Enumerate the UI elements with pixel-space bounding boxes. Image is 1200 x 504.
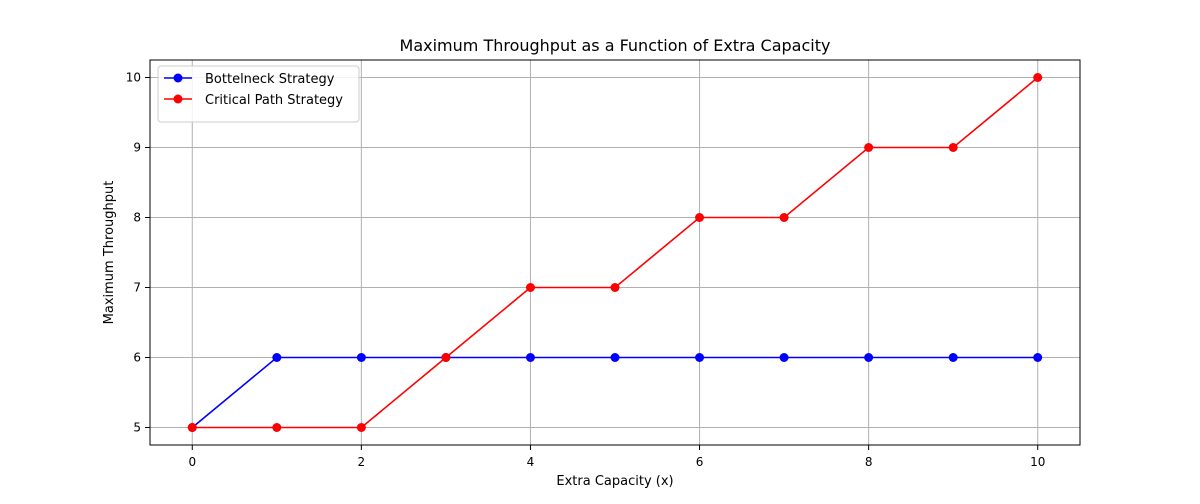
y-axis-label: Maximum Throughput xyxy=(102,181,117,325)
x-tick-label: 10 xyxy=(1030,455,1045,469)
x-tick-label: 2 xyxy=(358,455,366,469)
y-tick-label: 6 xyxy=(133,351,141,365)
legend-label: Critical Path Strategy xyxy=(205,93,343,108)
legend-marker xyxy=(173,94,183,104)
data-point xyxy=(610,283,620,292)
y-tick-label: 7 xyxy=(133,281,141,295)
series-line xyxy=(192,76,1039,429)
x-axis-label: Extra Capacity (x) xyxy=(556,474,673,489)
y-tick-label: 5 xyxy=(133,421,141,435)
data-point xyxy=(948,353,958,362)
data-point xyxy=(1033,73,1043,82)
series-group xyxy=(187,73,1043,432)
data-point xyxy=(695,213,705,222)
legend: Bottelneck Strategy Critical Path Strateg… xyxy=(157,65,360,123)
y-tick-label: 9 xyxy=(133,141,141,155)
legend-label: Bottelneck Strategy xyxy=(205,72,335,87)
data-point xyxy=(356,353,366,362)
data-point xyxy=(356,423,366,432)
data-point xyxy=(272,423,282,432)
series-group xyxy=(187,353,1043,432)
plot-series xyxy=(187,73,1043,432)
data-point xyxy=(525,283,535,292)
data-point xyxy=(779,213,789,222)
x-tick-label: 4 xyxy=(527,455,535,469)
data-point xyxy=(695,353,705,362)
data-point xyxy=(610,353,620,362)
data-point xyxy=(441,353,451,362)
data-point xyxy=(187,423,197,432)
data-point xyxy=(864,143,874,152)
data-point xyxy=(948,143,958,152)
x-tick-label: 0 xyxy=(188,455,196,469)
x-tick-label: 6 xyxy=(696,455,704,469)
chart-title: Maximum Throughput as a Function of Extr… xyxy=(400,36,831,55)
y-tick-label: 8 xyxy=(133,211,141,225)
legend-marker xyxy=(173,73,183,83)
legend-box xyxy=(157,65,360,123)
data-point xyxy=(779,353,789,362)
data-point xyxy=(272,353,282,362)
x-tick-label: 8 xyxy=(865,455,873,469)
y-tick-label: 10 xyxy=(126,71,141,85)
series-line xyxy=(191,356,1038,429)
axis-ticks: 0 2 4 6 8 10 5 6 7 8 9 10 xyxy=(126,71,1046,470)
data-point xyxy=(864,353,874,362)
plot-area-frame xyxy=(149,59,1081,446)
data-point xyxy=(1033,353,1043,362)
data-point xyxy=(525,353,535,362)
